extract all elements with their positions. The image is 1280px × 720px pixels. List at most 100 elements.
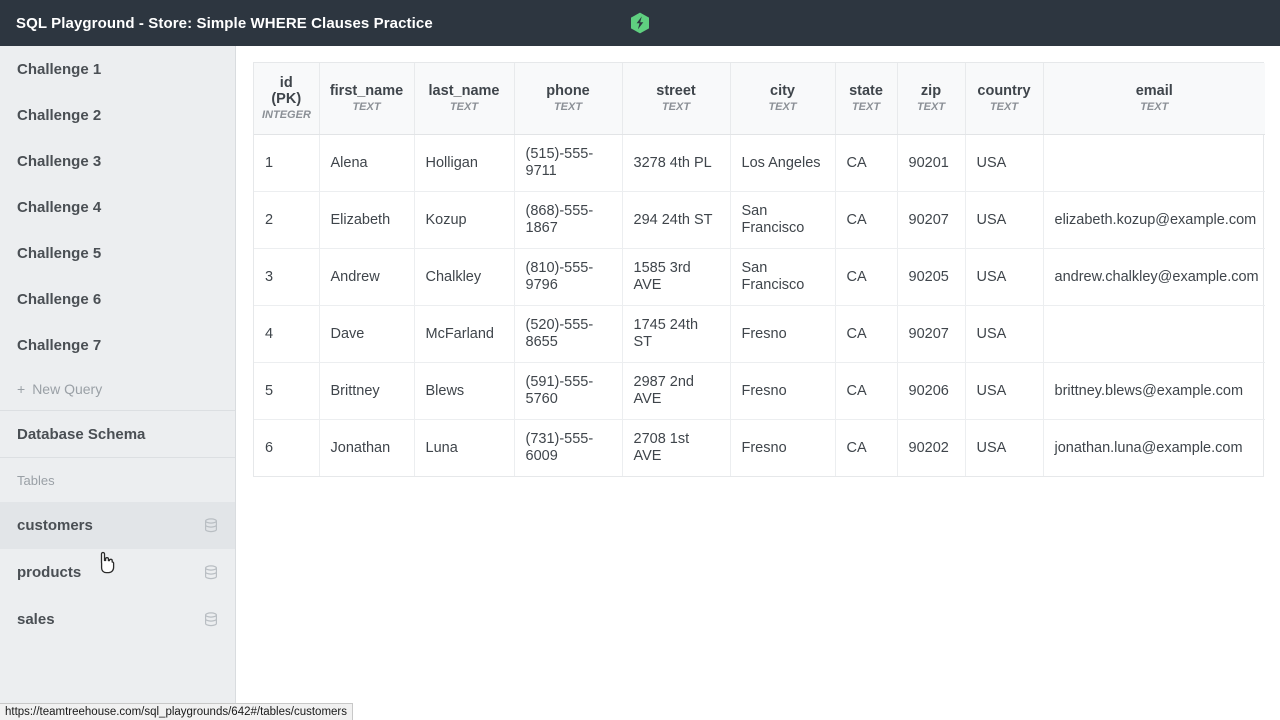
sidebar-item-challenge-5[interactable]: Challenge 5 bbox=[0, 230, 235, 276]
sidebar-divider-top bbox=[0, 410, 235, 411]
table-cell-city: San Francisco bbox=[730, 191, 836, 249]
table-cell-state: CA bbox=[835, 134, 898, 192]
table-cell-last_name: Chalkley bbox=[414, 248, 515, 306]
column-header-phone[interactable]: phone TEXT bbox=[514, 63, 623, 135]
table-header: id (PK) INTEGER first_name TEXT last_nam… bbox=[254, 63, 1265, 135]
column-header-city[interactable]: city TEXT bbox=[730, 63, 836, 135]
column-name: phone bbox=[546, 83, 590, 99]
column-header-state[interactable]: state TEXT bbox=[835, 63, 898, 135]
column-type: TEXT bbox=[989, 101, 1019, 113]
table-cell-city: Fresno bbox=[730, 362, 836, 420]
table-row: 1 Alena Holligan (515)-555-9711 3278 4th PL L… bbox=[254, 134, 1265, 192]
table-cell-email bbox=[1043, 134, 1265, 192]
table-cell-first_name: Jonathan bbox=[319, 419, 415, 476]
table-cell-id: 6 bbox=[254, 419, 320, 476]
column-type: TEXT bbox=[1140, 101, 1169, 113]
table-row: 4 Dave McFarland (520)-555-8655 1745 24th ST… bbox=[254, 305, 1265, 363]
table-cell-country: USA bbox=[965, 362, 1044, 420]
table-header-row: id (PK) INTEGER first_name TEXT last_nam… bbox=[254, 63, 1265, 135]
status-bar-url: https://teamtreehouse.com/sql_playground… bbox=[0, 703, 353, 720]
table-cell-zip: 90206 bbox=[897, 362, 966, 420]
table-cell-country: USA bbox=[965, 134, 1044, 192]
table-cell-zip: 90201 bbox=[897, 134, 966, 192]
column-header-email[interactable]: email TEXT bbox=[1043, 63, 1265, 135]
table-name-label: customers bbox=[17, 517, 93, 534]
table-cell-city: Los Angeles bbox=[730, 134, 836, 192]
sidebar-item-challenge-2[interactable]: Challenge 2 bbox=[0, 92, 235, 138]
database-icon bbox=[204, 564, 218, 581]
table-cell-street: 3278 4th PL bbox=[622, 134, 731, 192]
table-row: 3 Andrew Chalkley (810)-555-9796 1585 3rd AV… bbox=[254, 248, 1265, 306]
column-type: TEXT bbox=[553, 101, 583, 113]
table-cell-last_name: Holligan bbox=[414, 134, 515, 192]
table-body: 1 Alena Holligan (515)-555-9711 3278 4th PL L… bbox=[254, 134, 1265, 476]
table-cell-first_name: Elizabeth bbox=[319, 191, 415, 249]
database-schema-header[interactable]: Database Schema bbox=[0, 411, 235, 457]
customers-table: id (PK) INTEGER first_name TEXT last_nam… bbox=[254, 63, 1265, 476]
challenge-label: Challenge 4 bbox=[17, 198, 102, 216]
sidebar-item-customers[interactable]: customers bbox=[0, 502, 235, 549]
table-cell-id: 1 bbox=[254, 134, 320, 192]
sidebar-item-challenge-4[interactable]: Challenge 4 bbox=[0, 184, 235, 230]
sidebar-item-sales[interactable]: sales bbox=[0, 596, 235, 643]
new-query-button[interactable]: + New Query bbox=[0, 368, 235, 410]
table-cell-first_name: Alena bbox=[319, 134, 415, 192]
sidebar: Challenge 1 Challenge 2 Challenge 3 Chal… bbox=[0, 46, 236, 720]
table-row: 5 Brittney Blews (591)-555-5760 2987 2nd AVE… bbox=[254, 362, 1265, 420]
challenge-label: Challenge 2 bbox=[17, 106, 102, 124]
column-name: zip bbox=[920, 83, 942, 99]
table-cell-country: USA bbox=[965, 191, 1044, 249]
sidebar-divider-bottom bbox=[0, 457, 235, 458]
column-header-first-name[interactable]: first_name TEXT bbox=[319, 63, 415, 135]
tables-section-label: Tables bbox=[0, 458, 235, 502]
new-query-label: New Query bbox=[32, 381, 103, 397]
table-cell-zip: 90207 bbox=[897, 191, 966, 249]
main-content: id (PK) INTEGER first_name TEXT last_nam… bbox=[237, 46, 1280, 720]
table-cell-zip: 90205 bbox=[897, 248, 966, 306]
column-type: TEXT bbox=[851, 101, 881, 113]
table-cell-state: CA bbox=[835, 191, 898, 249]
sidebar-item-challenge-7[interactable]: Challenge 7 bbox=[0, 322, 235, 368]
table-cell-id: 2 bbox=[254, 191, 320, 249]
table-row: 6 Jonathan Luna (731)-555-6009 2708 1st AVE F… bbox=[254, 419, 1265, 476]
database-icon bbox=[204, 611, 218, 628]
column-header-zip[interactable]: zip TEXT bbox=[897, 63, 966, 135]
column-name: country bbox=[977, 83, 1031, 99]
challenge-label: Challenge 7 bbox=[17, 336, 102, 354]
column-name: city bbox=[770, 83, 795, 99]
table-cell-id: 4 bbox=[254, 305, 320, 363]
column-type: INTEGER bbox=[262, 109, 311, 121]
column-header-street[interactable]: street TEXT bbox=[622, 63, 731, 135]
table-cell-zip: 90207 bbox=[897, 305, 966, 363]
sidebar-item-products[interactable]: products bbox=[0, 549, 235, 596]
table-cell-phone: (591)-555-5760 bbox=[514, 362, 623, 420]
column-name: state bbox=[849, 83, 883, 99]
column-name: last_name bbox=[428, 83, 500, 99]
table-cell-email: andrew.chalkley@example.com bbox=[1043, 248, 1265, 306]
column-name: email bbox=[1135, 83, 1173, 99]
table-cell-phone: (731)-555-6009 bbox=[514, 419, 623, 476]
sidebar-item-challenge-1[interactable]: Challenge 1 bbox=[0, 46, 235, 92]
table-cell-street: 1585 3rd AVE bbox=[622, 248, 731, 306]
table-cell-phone: (515)-555-9711 bbox=[514, 134, 623, 192]
app-header: SQL Playground - Store: Simple WHERE Cla… bbox=[0, 0, 1280, 46]
tables-label-text: Tables bbox=[17, 472, 55, 488]
table-cell-id: 5 bbox=[254, 362, 320, 420]
sidebar-item-challenge-6[interactable]: Challenge 6 bbox=[0, 276, 235, 322]
challenge-label: Challenge 3 bbox=[17, 152, 102, 170]
table-name-label: products bbox=[17, 564, 82, 581]
table-cell-phone: (520)-555-8655 bbox=[514, 305, 623, 363]
challenge-label: Challenge 6 bbox=[17, 290, 102, 308]
sidebar-item-challenge-3[interactable]: Challenge 3 bbox=[0, 138, 235, 184]
table-cell-state: CA bbox=[835, 248, 898, 306]
column-header-id[interactable]: id (PK) INTEGER bbox=[254, 63, 320, 135]
database-icon bbox=[204, 517, 218, 534]
column-header-country[interactable]: country TEXT bbox=[965, 63, 1044, 135]
column-header-last-name[interactable]: last_name TEXT bbox=[414, 63, 515, 135]
table-cell-country: USA bbox=[965, 248, 1044, 306]
table-cell-state: CA bbox=[835, 362, 898, 420]
table-cell-email: elizabeth.kozup@example.com bbox=[1043, 191, 1265, 249]
plus-icon: + bbox=[17, 381, 26, 397]
table-cell-first_name: Dave bbox=[319, 305, 415, 363]
table-cell-city: San Francisco bbox=[730, 248, 836, 306]
